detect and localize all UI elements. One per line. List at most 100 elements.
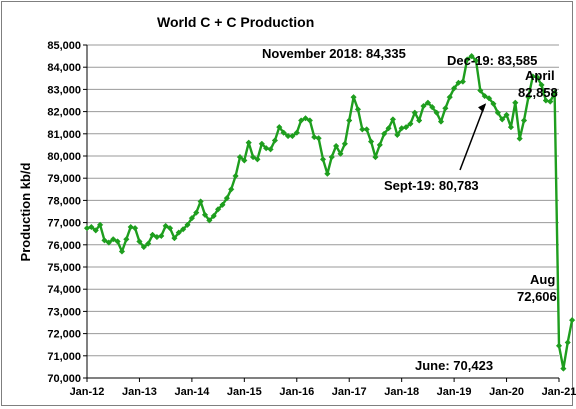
data-point xyxy=(228,186,235,193)
data-point xyxy=(118,248,126,255)
data-point xyxy=(131,224,139,232)
data-point xyxy=(193,209,200,216)
y-tick-label: 81,000 xyxy=(47,129,81,141)
data-point xyxy=(332,142,340,150)
data-point xyxy=(464,56,471,63)
data-point xyxy=(254,156,261,163)
data-point xyxy=(472,57,480,64)
data-point xyxy=(354,106,362,113)
data-point xyxy=(446,94,453,101)
y-axis-label: Production kb/d xyxy=(18,162,33,261)
x-tick-label: Jan-20 xyxy=(489,386,524,398)
data-point xyxy=(376,141,383,149)
data-point xyxy=(319,156,327,163)
data-point xyxy=(529,73,536,80)
y-tick-labels: 70,000 71,000 72,000 73,000 74,000 75,000 76,0… xyxy=(47,40,87,385)
x-tick-label: Jan-17 xyxy=(332,386,367,398)
y-tick-label: 79,000 xyxy=(47,173,81,185)
data-point xyxy=(459,78,467,85)
data-point xyxy=(271,137,279,144)
annotation-june: June: 70,423 xyxy=(415,358,493,373)
data-point xyxy=(140,243,147,251)
data-point xyxy=(424,99,432,106)
data-point xyxy=(306,117,314,124)
y-tick-label: 84,000 xyxy=(47,62,81,74)
data-point xyxy=(96,221,104,228)
data-point xyxy=(184,221,191,228)
x-tick-label: Jan-16 xyxy=(279,386,314,398)
data-point xyxy=(136,238,143,245)
data-point xyxy=(507,123,515,131)
y-tick-label: 75,000 xyxy=(47,262,81,274)
series-markers xyxy=(83,52,576,372)
data-point xyxy=(481,92,488,100)
data-point xyxy=(367,138,375,145)
data-point xyxy=(289,132,296,140)
data-point xyxy=(525,94,532,101)
data-point xyxy=(201,211,209,218)
annotation-aug1: Aug xyxy=(530,272,555,287)
sept19-arrow-line xyxy=(459,104,486,171)
data-point xyxy=(350,94,357,101)
data-point xyxy=(420,102,427,110)
data-point xyxy=(490,100,497,107)
y-tick-label: 85,000 xyxy=(47,40,81,52)
data-point xyxy=(92,227,99,234)
data-point xyxy=(123,236,130,243)
data-point xyxy=(512,99,519,106)
x-tick-label: Jan-14 xyxy=(174,386,210,398)
y-tick-label: 71,000 xyxy=(47,351,81,363)
y-tick-label: 82,000 xyxy=(47,107,81,119)
data-point xyxy=(494,109,501,116)
data-point xyxy=(415,117,423,124)
data-point xyxy=(551,89,558,96)
data-point xyxy=(232,172,239,180)
data-point xyxy=(542,97,550,104)
data-point xyxy=(197,198,204,205)
data-point xyxy=(162,222,169,230)
data-point xyxy=(394,131,401,139)
data-point xyxy=(210,212,217,220)
data-point xyxy=(245,139,252,146)
data-point xyxy=(175,229,182,236)
chart-title: World C + C Production xyxy=(157,14,314,30)
data-point xyxy=(381,130,388,137)
data-point xyxy=(499,116,506,123)
data-point xyxy=(223,195,231,202)
sept19-arrow-head xyxy=(478,103,487,113)
x-tick-label: Jan-12 xyxy=(70,386,105,398)
data-point xyxy=(555,342,563,349)
x-tick-label: Jan-19 xyxy=(437,386,472,398)
data-point xyxy=(442,105,449,112)
data-point xyxy=(258,140,265,147)
data-point xyxy=(267,146,274,153)
annotation-nov18: November 2018: 84,335 xyxy=(262,46,406,61)
annotation-sept19: Sept-19: 80,783 xyxy=(384,178,479,193)
x-tick-label: Jan-18 xyxy=(384,386,419,398)
y-tick-label: 74,000 xyxy=(47,284,81,296)
y-tick-label: 72,000 xyxy=(47,329,81,341)
data-point xyxy=(114,238,121,245)
data-point xyxy=(520,117,528,124)
data-point xyxy=(485,95,493,102)
y-tick-label: 73,000 xyxy=(47,306,81,318)
data-point xyxy=(263,145,270,152)
data-point xyxy=(127,223,134,231)
y-tick-label: 83,000 xyxy=(47,84,81,96)
data-point xyxy=(249,153,257,161)
data-point xyxy=(437,118,445,125)
data-point xyxy=(468,52,475,60)
data-point xyxy=(149,231,156,238)
data-point xyxy=(568,316,576,324)
data-point xyxy=(433,109,440,116)
data-point xyxy=(547,98,554,105)
data-point xyxy=(389,116,397,123)
data-point xyxy=(293,129,300,136)
series-line xyxy=(86,54,574,370)
data-point xyxy=(280,129,287,136)
y-tick-label: 76,000 xyxy=(47,240,81,252)
data-point xyxy=(241,157,248,164)
data-point xyxy=(533,74,541,81)
data-point xyxy=(516,135,523,142)
data-point xyxy=(402,123,410,131)
